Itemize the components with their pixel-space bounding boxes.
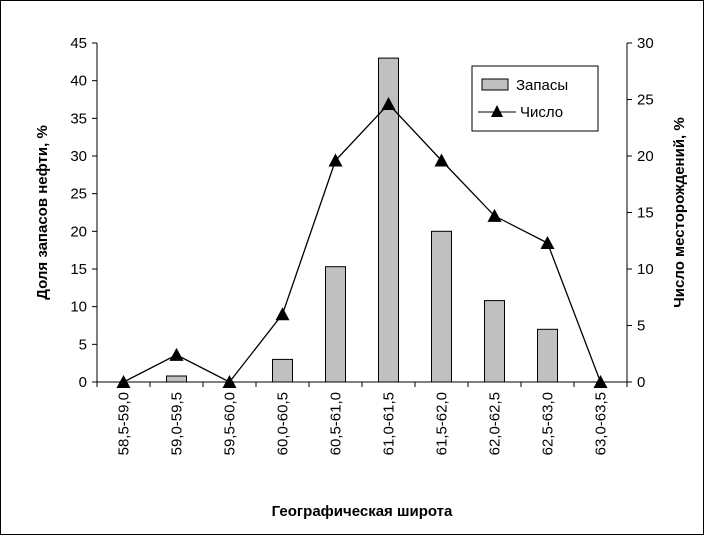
x-tick-label-7: 62,0-62,5: [487, 392, 504, 455]
y2-tick-label-1: 5: [637, 318, 645, 335]
x-axis-title: Географическая широта: [272, 503, 453, 520]
y-tick-label-8: 40: [70, 73, 87, 90]
x-tick-label-9: 63,0-63,5: [593, 392, 610, 455]
line-point-8: [540, 236, 555, 250]
legend-label-bars: Запасы: [516, 77, 568, 94]
x-tick-label-0: 58,5-59,0: [116, 392, 133, 455]
y-tick-label-7: 35: [70, 110, 87, 127]
y-tick-label-1: 5: [79, 336, 87, 353]
x-tick-label-5: 61,0-61,5: [381, 392, 398, 455]
bars-layer: [166, 57, 558, 383]
y-axis-title: Доля запасов нефти, %: [34, 125, 51, 300]
y2-tick-label-2: 10: [637, 261, 654, 278]
bar-3: [272, 358, 293, 383]
line-point-7: [487, 208, 502, 222]
y-tick-label-2: 10: [70, 299, 87, 316]
y-tick-label-4: 20: [70, 223, 87, 240]
x-tick-label-6: 61,5-62,0: [434, 392, 451, 455]
y-tick-label-3: 15: [70, 261, 87, 278]
x-tick-label-1: 59,0-59,5: [169, 392, 186, 455]
y-tick-label-9: 45: [70, 35, 87, 52]
legend-swatch-bars: [481, 78, 509, 91]
y2-axis-title: Число месторождений, %: [671, 117, 688, 307]
line-point-1: [169, 347, 184, 361]
bar-1: [166, 375, 187, 383]
x-tick-label-8: 62,5-63,0: [540, 392, 557, 455]
y-tick-label-6: 30: [70, 148, 87, 165]
legend-marker-triangle: [491, 105, 503, 117]
line-point-5: [381, 97, 396, 111]
y2-tick-label-6: 30: [637, 35, 654, 52]
y-tick-label-0: 0: [79, 374, 87, 391]
line-point-3: [275, 307, 290, 321]
y2-tick-label-0: 0: [637, 374, 645, 391]
y2-tick-label-3: 15: [637, 205, 654, 222]
bar-7: [484, 300, 505, 383]
axes-layer: [92, 42, 632, 387]
line-point-4: [328, 153, 343, 167]
series-line: [123, 103, 602, 383]
legend-label-line: Число: [520, 104, 563, 121]
bar-6: [431, 230, 452, 383]
legend: Запасы Число: [471, 65, 599, 132]
legend-box: [471, 65, 599, 132]
y2-tick-label-5: 25: [637, 92, 654, 109]
x-tick-label-3: 60,0-60,5: [275, 392, 292, 455]
line-point-6: [434, 153, 449, 167]
bar-8: [537, 328, 558, 383]
line-layer: [116, 97, 608, 388]
labels-layer: 0 5 10 15 20 25 30 35 40 45 0 5 10 15 20 25 30 58,5-59,0 5…: [70, 35, 653, 455]
y2-tick-label-4: 20: [637, 148, 654, 165]
x-tick-label-2: 59,5-60,0: [222, 392, 239, 455]
y-tick-label-5: 25: [70, 186, 87, 203]
x-tick-label-4: 60,5-61,0: [328, 392, 345, 455]
bar-4: [325, 266, 346, 383]
